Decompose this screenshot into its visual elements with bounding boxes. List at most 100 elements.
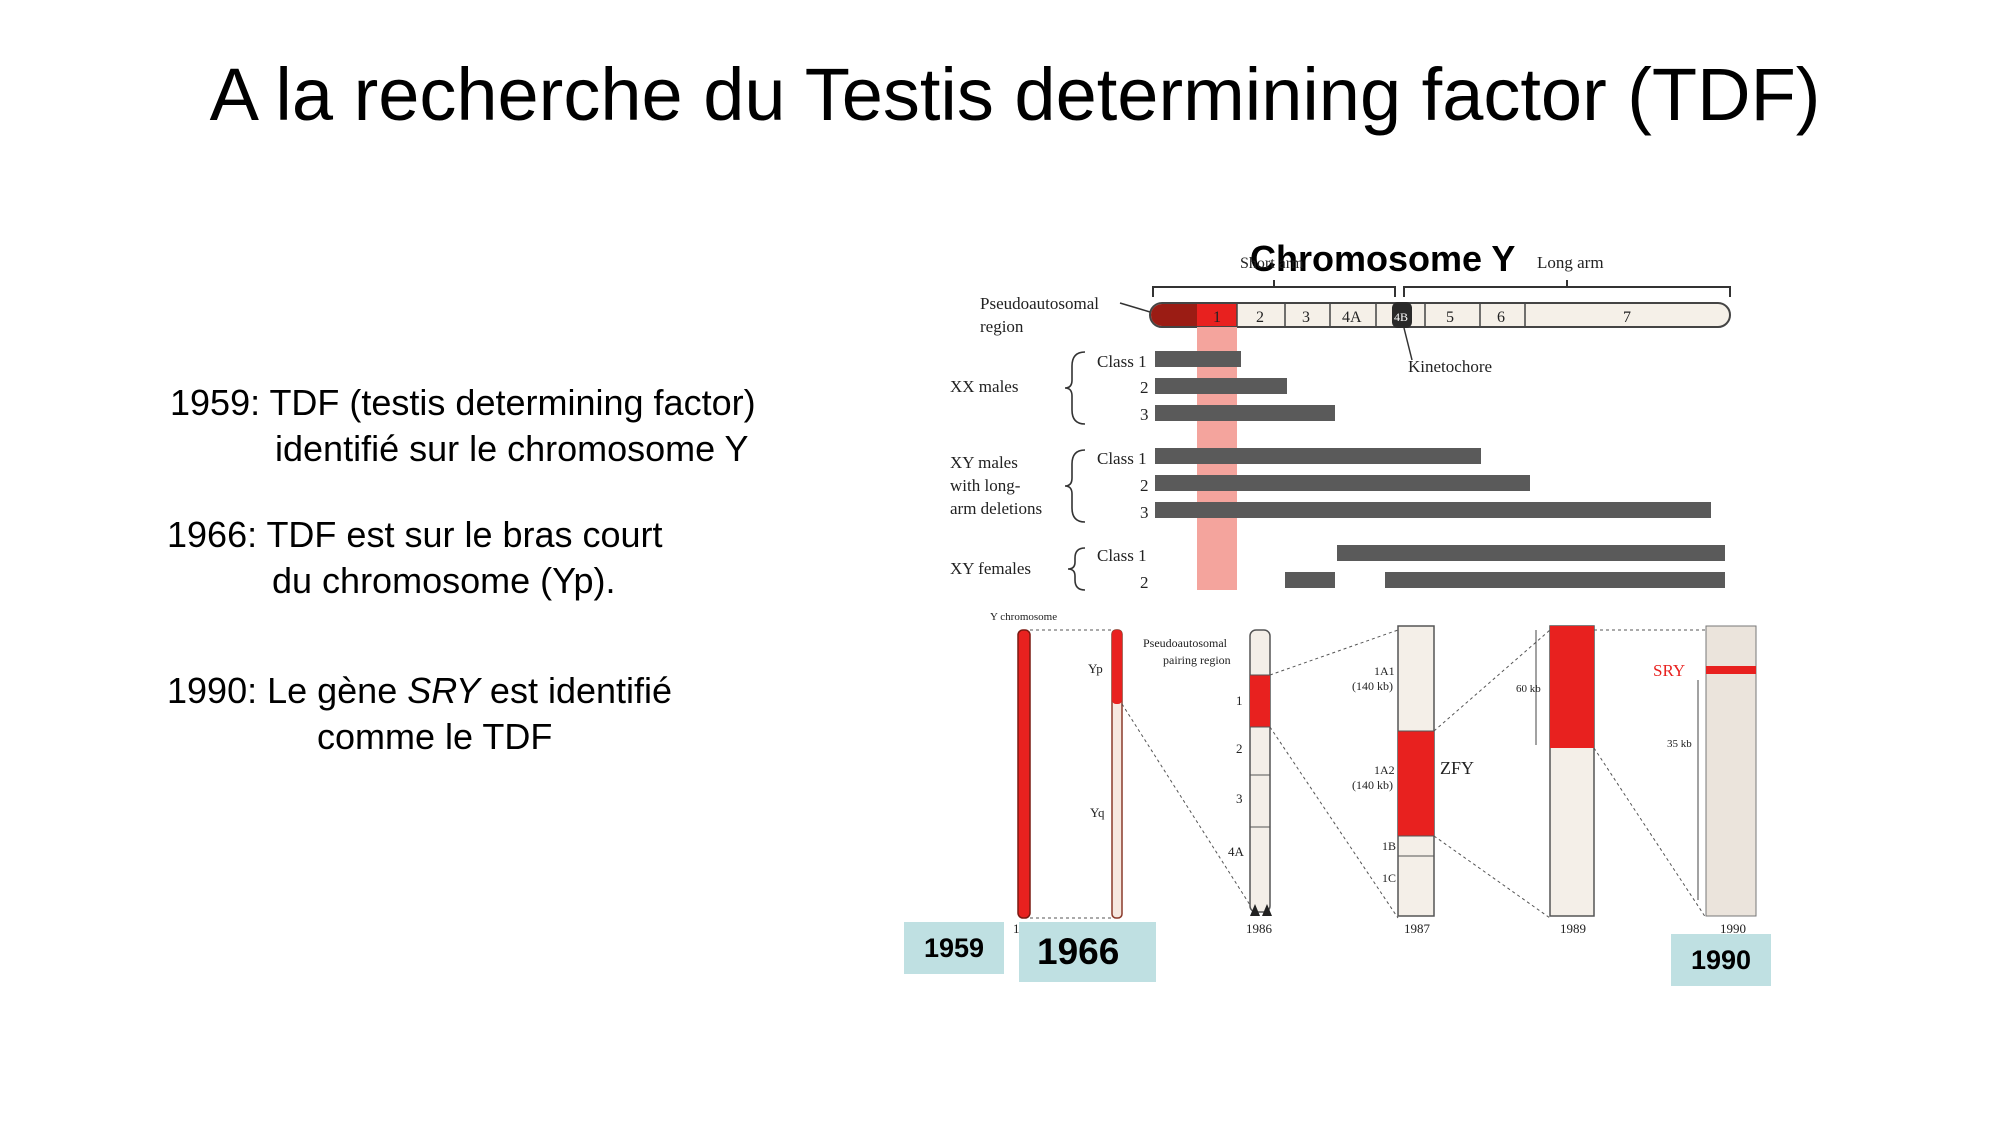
xx-class-2-label: 2 — [1140, 378, 1149, 397]
group-xy-males-3: arm deletions — [950, 499, 1042, 518]
col-1959-chromosome — [1017, 629, 1031, 919]
zoom-link-3b — [1269, 726, 1399, 919]
bar-xx-class-3 — [1155, 405, 1335, 421]
zoom-link-2a — [1121, 703, 1251, 906]
col-1987-year: 1987 — [1404, 921, 1431, 936]
fact-1990-line1: 1990: Le gène SRY est identifié — [167, 668, 672, 714]
fact-1990-suffix: est identifié — [479, 670, 673, 711]
yq-label: Yq — [1090, 805, 1105, 820]
xx-class-1-label: Class 1 — [1097, 352, 1147, 371]
segment-1 — [1197, 304, 1237, 326]
col-1986-interval-1 — [1250, 675, 1270, 727]
la2-kb-label: (140 kb) — [1352, 778, 1393, 792]
fact-1990-prefix: 1990: Le gène — [167, 670, 408, 711]
kb35-label: 35 kb — [1667, 738, 1692, 750]
fact-1966-line2: du chromosome (Yp). — [272, 560, 616, 601]
kinetochore-pointer — [1403, 327, 1413, 361]
sry-gene-name: SRY — [407, 670, 480, 711]
pseudoautosomal-pointer — [1119, 302, 1151, 313]
la2-label: 1A2 — [1374, 763, 1395, 777]
segment-label-5: 5 — [1446, 309, 1454, 326]
col-1959-year: 1 — [1013, 921, 1020, 936]
segment-label-2: 2 — [1256, 309, 1264, 326]
short-arm-label: Short arm — [1240, 255, 1304, 272]
segment-label-6: 6 — [1497, 309, 1505, 326]
group-xy-males-1: XY males — [950, 453, 1018, 472]
xym-class-2-label: 2 — [1140, 476, 1149, 495]
chromosome-bar-outline — [1149, 302, 1731, 328]
pseudo-pairing-label-1: Pseudoautosomal — [1143, 636, 1228, 650]
col-1987-dividers — [1398, 730, 1434, 857]
bar-xym-class-1 — [1155, 448, 1481, 464]
group-xx-males: XX males — [950, 377, 1018, 396]
fact-1966: 1966: TDF est sur le bras court du chrom… — [167, 512, 663, 601]
col-1986-mark-4a: 4A — [1228, 844, 1245, 859]
year-badge-1966: 1966 — [1019, 922, 1156, 982]
xym-class-1-label: Class 1 — [1097, 449, 1147, 468]
fact-1959-line1: 1959: TDF (testis determining factor) — [170, 382, 756, 423]
col-1989-year: 1989 — [1560, 921, 1586, 936]
xx-class-3-label: 3 — [1140, 405, 1149, 424]
bar-xyf-class-2b — [1385, 572, 1725, 588]
deletion-bars — [1155, 351, 1725, 588]
pseudoautosomal-label-1: Pseudoautosomal — [980, 294, 1099, 313]
zoom-link-4b — [1433, 835, 1551, 919]
zfy-label: ZFY — [1440, 758, 1474, 778]
segment-label-7: 7 — [1623, 309, 1631, 326]
long-arm-brace — [1403, 280, 1731, 297]
brace-xy-females — [1067, 547, 1086, 591]
col-1986-mark-2: 2 — [1236, 741, 1243, 756]
col-1986-year: 1986 — [1246, 921, 1273, 936]
segment-label-4a: 4A — [1342, 309, 1362, 326]
pseudoautosomal-label-2: region — [980, 317, 1024, 336]
year-badge-1959: 1959 — [904, 922, 1004, 974]
col-1990-chromosome — [1705, 625, 1757, 917]
fact-1990-line2: comme le TDF — [317, 716, 553, 757]
short-arm-brace — [1152, 280, 1396, 297]
col-1986-dividers — [1250, 674, 1270, 828]
fact-1990: 1990: Le gène SRY est identifié comme le… — [167, 668, 672, 757]
col-1966-yp — [1112, 630, 1122, 704]
segment-label-1: 1 — [1213, 309, 1221, 326]
zoom-caption: Y chromosome — [990, 611, 1057, 623]
xyf-class-2-label: 2 — [1140, 573, 1149, 592]
bar-xym-class-3 — [1155, 502, 1711, 518]
col-1986-mark-3: 3 — [1236, 791, 1243, 806]
la1-label: 1A1 — [1374, 664, 1395, 678]
year-badge-1990: 1990 — [1671, 934, 1771, 986]
bar-xx-class-2 — [1155, 378, 1287, 394]
segment-label-4b: 4B — [1394, 310, 1408, 324]
zoom-link-3a — [1269, 629, 1399, 676]
pseudoautosomal-region — [1151, 304, 1197, 326]
bar-xx-class-1 — [1155, 351, 1241, 367]
slide-title: A la recherche du Testis determining fac… — [209, 53, 1821, 136]
brace-xy-males — [1064, 449, 1086, 523]
col-1986-mark-1: 1 — [1236, 693, 1243, 708]
long-arm-label: Long arm — [1537, 253, 1604, 272]
kb60-label: 60 kb — [1516, 683, 1541, 695]
segment-dividers — [1236, 304, 1526, 326]
sry-label: SRY — [1653, 661, 1685, 680]
centromere-kinetochore — [1392, 302, 1412, 328]
group-xy-males-2: with long- — [950, 476, 1021, 495]
bar-xyf-class-2a — [1285, 572, 1335, 588]
col-1990-year: 1990 — [1720, 921, 1746, 936]
yp-label: Yp — [1088, 661, 1103, 676]
diagram-heading: Chromosome Y — [1250, 238, 1515, 279]
la1-kb-label: (140 kb) — [1352, 679, 1393, 693]
group-xy-females: XY females — [950, 559, 1031, 578]
fact-1959: 1959: TDF (testis determining factor) id… — [170, 380, 756, 469]
fact-1966-line1: 1966: TDF est sur le bras court — [167, 514, 663, 555]
col-1987-1a2 — [1398, 731, 1434, 836]
xym-class-3-label: 3 — [1140, 503, 1149, 522]
ic-label: 1C — [1382, 871, 1396, 885]
zoom-link-5b — [1593, 747, 1707, 919]
col-1986-chromosome — [1249, 629, 1271, 913]
xyf-class-1-label: Class 1 — [1097, 546, 1147, 565]
col-1986-marker-triangles — [1250, 904, 1272, 916]
segment-label-3: 3 — [1302, 309, 1310, 326]
pseudo-pairing-label-2: pairing region — [1163, 653, 1231, 667]
kinetochore-label: Kinetochore — [1408, 357, 1492, 376]
brace-xx-males — [1064, 351, 1086, 425]
